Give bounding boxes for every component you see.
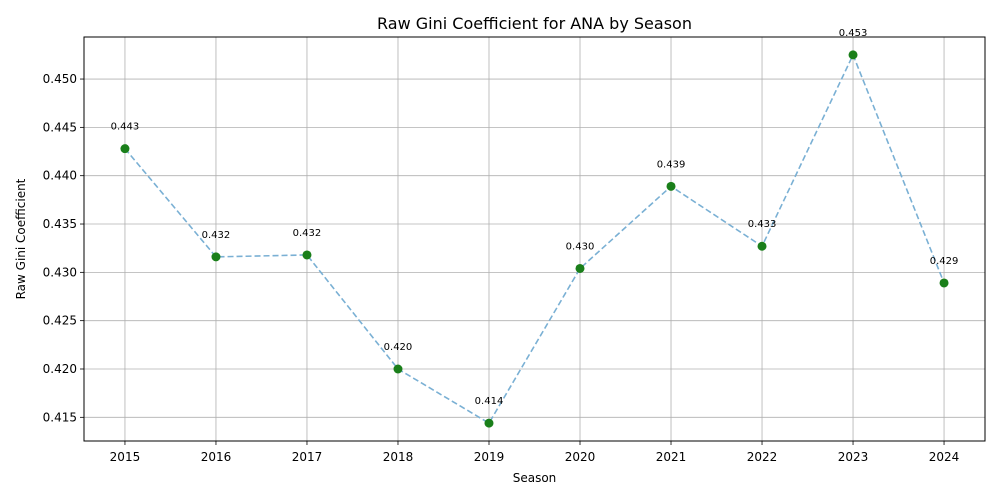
data-point: [120, 144, 130, 154]
x-tick-label: 2016: [201, 450, 232, 464]
data-label: 0.432: [202, 230, 231, 241]
data-point: [757, 241, 767, 251]
data-point: [939, 278, 949, 288]
data-label: 0.443: [111, 122, 140, 133]
y-tick-label: 0.415: [43, 410, 77, 424]
x-tick-label: 2015: [110, 450, 141, 464]
data-point: [666, 181, 676, 191]
data-point: [393, 364, 403, 374]
data-label: 0.453: [839, 28, 868, 39]
chart-title: Raw Gini Coefficient for ANA by Season: [377, 14, 692, 33]
plot-frame: [83, 36, 986, 442]
data-label: 0.430: [566, 241, 595, 252]
data-series: [124, 52, 945, 425]
y-tick-label: 0.440: [43, 169, 77, 183]
data-point: [575, 263, 585, 273]
x-axis-ticks: 2015 2016 2017 2018 2019 2020 2021 2022 2023 2024: [110, 441, 960, 464]
data-labels: 0.443 0.432 0.432 0.420 0.414 0.430 0.439 0.433…: [111, 28, 959, 407]
data-point: [211, 252, 221, 262]
data-label: 0.432: [293, 228, 322, 239]
y-tick-label: 0.425: [43, 314, 77, 328]
data-label: 0.420: [384, 342, 413, 353]
y-axis-ticks: 0.415 0.420 0.425 0.430 0.435 0.440 0.445 0.450: [43, 72, 84, 424]
y-tick-label: 0.450: [43, 72, 77, 86]
data-label: 0.439: [657, 159, 686, 170]
data-label: 0.433: [748, 219, 777, 230]
x-tick-label: 2024: [929, 450, 960, 464]
x-tick-label: 2018: [383, 450, 414, 464]
y-axis-label: Raw Gini Coefficient: [14, 178, 28, 299]
data-label: 0.429: [930, 256, 959, 267]
grid-lines: [84, 37, 985, 441]
data-label: 0.414: [475, 396, 504, 407]
x-tick-label: 2021: [656, 450, 687, 464]
x-tick-label: 2017: [292, 450, 323, 464]
y-tick-label: 0.435: [43, 217, 77, 231]
y-tick-label: 0.445: [43, 120, 77, 134]
y-tick-label: 0.430: [43, 265, 77, 279]
series-line: [124, 52, 945, 425]
x-axis-label: Season: [513, 471, 557, 485]
y-tick-label: 0.420: [43, 362, 77, 376]
data-point: [302, 250, 312, 260]
x-tick-label: 2020: [565, 450, 596, 464]
x-tick-label: 2023: [838, 450, 869, 464]
x-tick-label: 2019: [474, 450, 505, 464]
data-points: [120, 50, 949, 428]
x-tick-label: 2022: [747, 450, 778, 464]
data-point: [848, 50, 858, 60]
data-point: [484, 418, 494, 428]
